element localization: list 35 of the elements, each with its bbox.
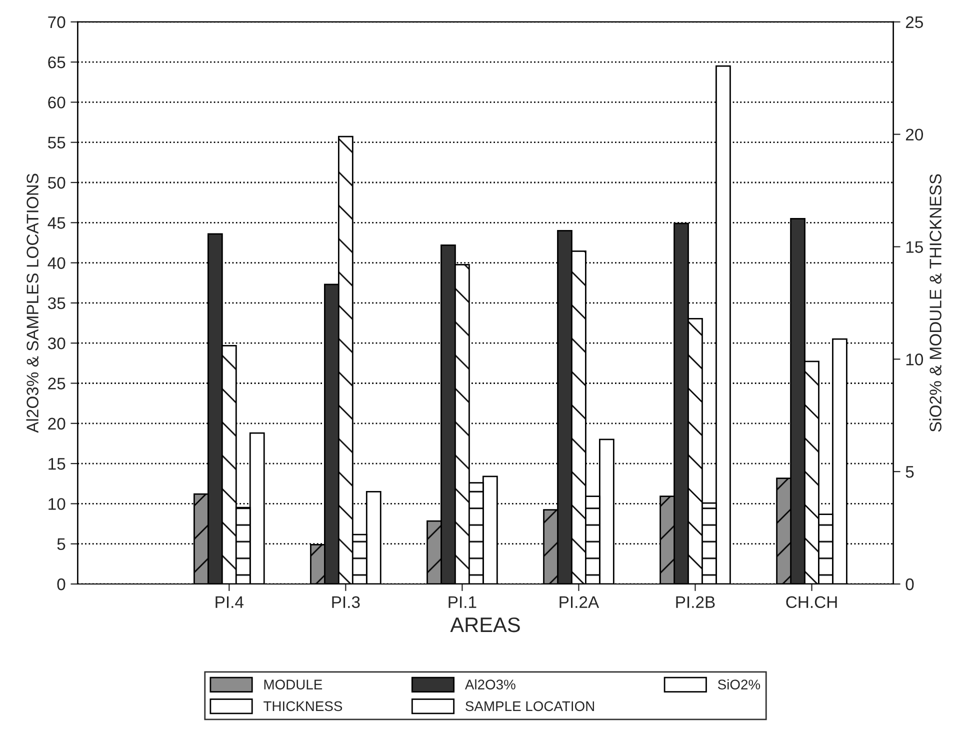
y-tick-label: 15 <box>48 458 66 470</box>
y-tick-label: 70 <box>48 16 66 28</box>
y-tick-label: 20 <box>48 418 66 430</box>
y-axis-title: Al2O3% & SAMPLES LOCATIONS <box>26 174 38 433</box>
y-tick-label: 10 <box>48 498 66 510</box>
y2-tick-label: 5 <box>906 466 914 478</box>
legend-label: Al2O3% <box>464 679 516 690</box>
y-tick-label: 35 <box>48 297 66 310</box>
y-tick-label: 0 <box>57 578 66 590</box>
y-tick-label: 65 <box>48 56 66 68</box>
y-tick-label: 50 <box>48 176 66 189</box>
y-tick-label: 60 <box>48 96 66 108</box>
x-tick-label: PI.4 <box>216 596 244 608</box>
y-tick-label: 55 <box>48 136 66 149</box>
legend-label: SiO2% <box>718 679 760 690</box>
x-axis-title: AREAS <box>450 617 520 632</box>
y-tick-label: 30 <box>48 338 66 350</box>
y2-tick-label: 0 <box>906 578 914 590</box>
y-tick-label: 5 <box>57 538 66 550</box>
legend-label: MODULE <box>264 680 322 690</box>
x-tick-label: PI.2A <box>560 596 600 608</box>
legend-label: THICKNESS <box>264 701 342 712</box>
y-tick-label: 40 <box>48 257 66 270</box>
y2-axis-title: SiO2% & MODULE & THICKNESS <box>929 174 942 432</box>
x-tick-label: PI.3 <box>332 596 360 608</box>
x-tick-label: PI.1 <box>448 596 476 608</box>
y2-tick-label: 25 <box>906 16 923 28</box>
x-tick-label: PI.2B <box>676 596 715 608</box>
legend-label: SAMPLE LOCATION <box>466 701 594 712</box>
x-tick-label: CH.CH <box>786 596 837 608</box>
y2-tick-label: 20 <box>906 128 924 141</box>
y-tick-label: 45 <box>48 217 66 229</box>
y2-tick-label: 10 <box>906 354 924 366</box>
y2-tick-label: 15 <box>906 241 923 253</box>
y-tick-label: 25 <box>48 378 66 390</box>
